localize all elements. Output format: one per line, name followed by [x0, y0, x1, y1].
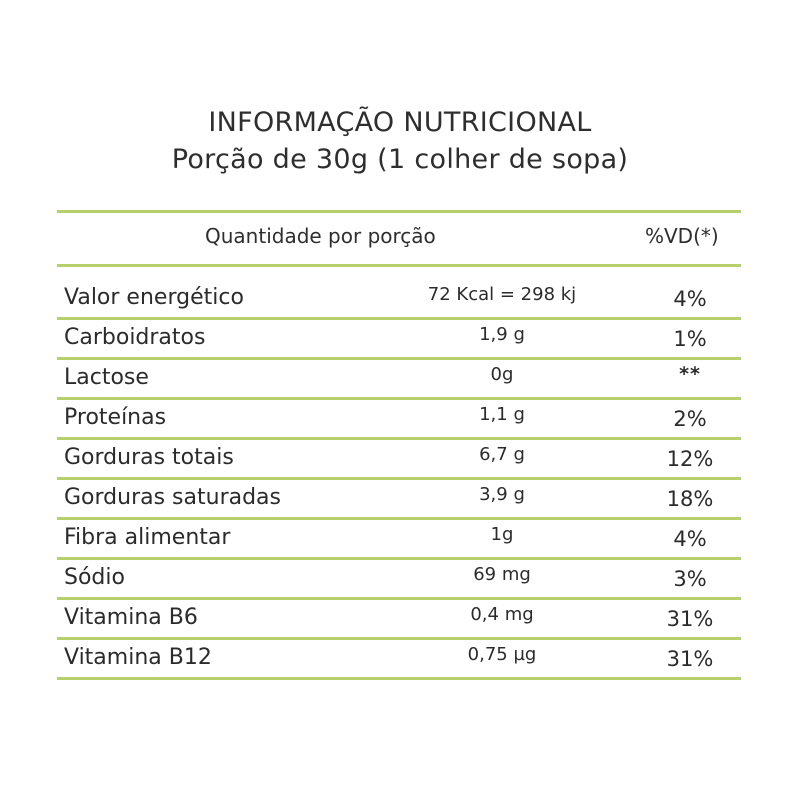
nutrient-amount: 0,75 µg: [387, 644, 617, 665]
nutrient-daily-value: 12%: [635, 447, 745, 471]
nutrient-amount: 1,9 g: [387, 324, 617, 345]
table-row: Vitamina B6 0,4 mg 31%: [57, 600, 741, 637]
nutrient-daily-value: 18%: [635, 487, 745, 511]
table-row: Carboidratos 1,9 g 1%: [57, 320, 741, 357]
nutrient-amount: 6,7 g: [387, 444, 617, 465]
nutrient-amount: 0g: [387, 364, 617, 385]
nutrition-table: Quantidade por porção %VD(*) Valor energ…: [57, 210, 741, 680]
table-row: Sódio 69 mg 3%: [57, 560, 741, 597]
nutrient-amount: 1g: [387, 524, 617, 545]
nutrient-daily-value: 2%: [635, 407, 745, 431]
nutrient-daily-value: 1%: [635, 327, 745, 351]
nutrient-label: Proteínas: [64, 405, 166, 430]
nutrition-title-block: INFORMAÇÃO NUTRICIONAL Porção de 30g (1 …: [0, 104, 800, 178]
nutrient-daily-value: 31%: [635, 647, 745, 671]
table-header-row: Quantidade por porção %VD(*): [57, 213, 741, 264]
table-row: Proteínas 1,1 g 2%: [57, 400, 741, 437]
serving-size: Porção de 30g (1 colher de sopa): [0, 141, 800, 178]
nutrient-daily-value: **: [635, 363, 745, 385]
nutrient-amount: 0,4 mg: [387, 604, 617, 625]
table-row: Gorduras saturadas 3,9 g 18%: [57, 480, 741, 517]
page-title: INFORMAÇÃO NUTRICIONAL: [0, 104, 800, 141]
table-row: Lactose 0g **: [57, 360, 741, 397]
nutrient-daily-value: 3%: [635, 567, 745, 591]
nutrient-daily-value: 4%: [635, 527, 745, 551]
nutrient-amount: 3,9 g: [387, 484, 617, 505]
table-bottom-rule: [57, 677, 741, 680]
table-row: Valor energético 72 Kcal = 298 kj 4%: [57, 280, 741, 317]
nutrient-label: Gorduras totais: [64, 445, 234, 470]
nutrient-amount: 72 Kcal = 298 kj: [387, 284, 617, 305]
nutrient-label: Fibra alimentar: [64, 525, 230, 550]
header-daily-value: %VD(*): [645, 224, 719, 248]
nutrient-label: Valor energético: [64, 285, 244, 310]
nutrient-label: Lactose: [64, 365, 149, 390]
header-spacer: [57, 267, 741, 280]
nutrient-label: Carboidratos: [64, 325, 205, 350]
table-row: Gorduras totais 6,7 g 12%: [57, 440, 741, 477]
table-row: Vitamina B12 0,75 µg 31%: [57, 640, 741, 677]
table-row: Fibra alimentar 1g 4%: [57, 520, 741, 557]
nutrient-amount: 69 mg: [387, 564, 617, 585]
nutrient-label: Gorduras saturadas: [64, 485, 281, 510]
nutrient-daily-value: 4%: [635, 287, 745, 311]
header-quantity: Quantidade por porção: [205, 224, 436, 248]
nutrient-daily-value: 31%: [635, 607, 745, 631]
nutrient-label: Sódio: [64, 565, 125, 590]
nutrient-amount: 1,1 g: [387, 404, 617, 425]
nutrient-label: Vitamina B12: [64, 645, 212, 670]
nutrient-label: Vitamina B6: [64, 605, 198, 630]
